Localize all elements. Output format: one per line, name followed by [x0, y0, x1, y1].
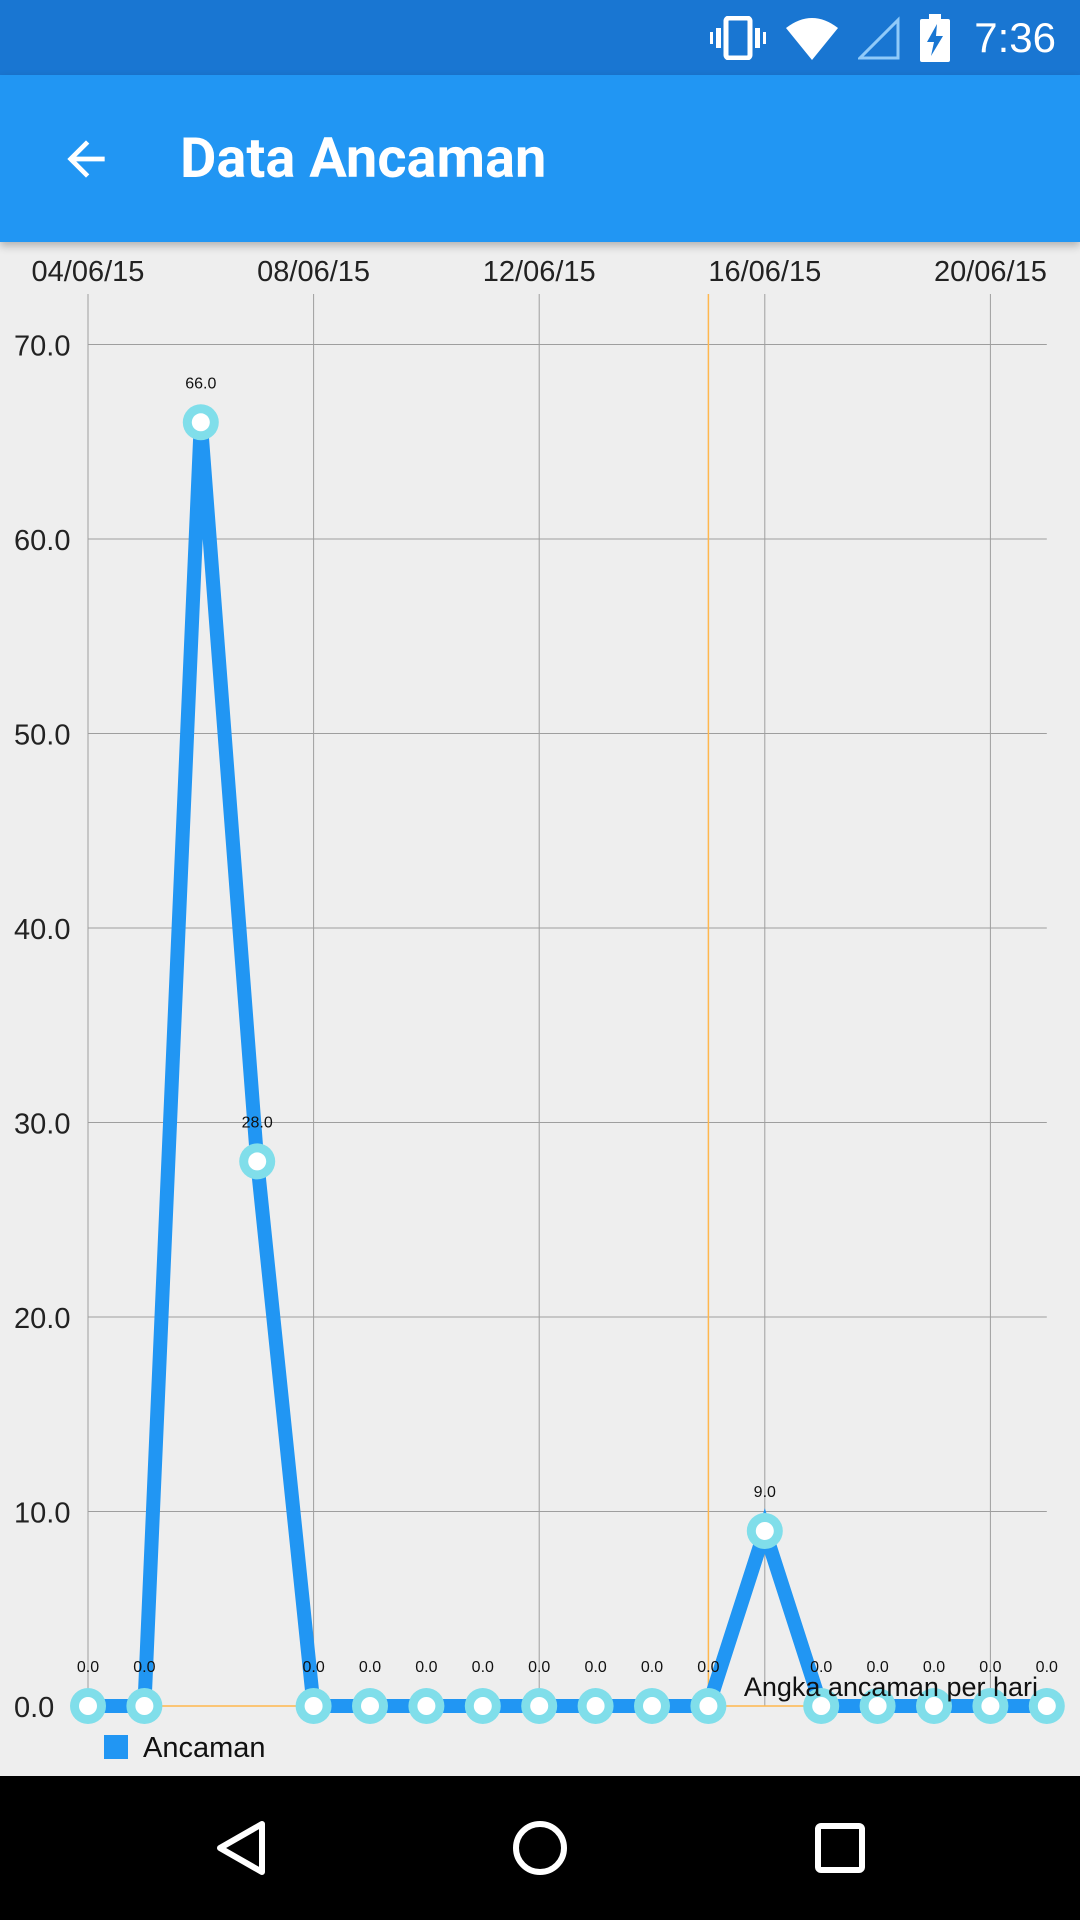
status-bar: 7:36 — [0, 0, 1080, 75]
nav-home-button[interactable] — [490, 1798, 590, 1898]
data-label: 0.0 — [866, 1659, 888, 1676]
vibrate-icon — [710, 15, 767, 60]
chart-description: Angka ancaman per hari — [744, 1672, 1038, 1702]
legend-swatch — [104, 1735, 128, 1759]
data-point-center — [79, 1697, 97, 1715]
x-tick-label: 12/06/15 — [483, 256, 596, 288]
nav-recents-button[interactable] — [790, 1798, 890, 1898]
data-point-center — [473, 1697, 492, 1715]
status-time: 7:36 — [974, 13, 1056, 61]
data-label: 0.0 — [923, 1659, 945, 1676]
nav-back-icon — [217, 1821, 265, 1875]
x-tick-label: 08/06/15 — [257, 256, 370, 288]
y-tick-label: 50.0 — [14, 720, 70, 752]
nav-recents-icon — [815, 1823, 865, 1873]
arrow-back-icon — [67, 140, 105, 178]
data-point-center — [1037, 1697, 1056, 1715]
data-label: 28.0 — [242, 1114, 273, 1131]
line-chart[interactable]: 0.0 10.0 20.0 30.0 40.0 50.0 60.0 70.0 04/06/15 0… — [0, 242, 1080, 1776]
data-point-center — [643, 1697, 661, 1715]
data-point-center — [135, 1697, 154, 1715]
data-point-center — [361, 1697, 379, 1715]
data-label: 0.0 — [302, 1659, 324, 1676]
navigation-bar — [0, 1776, 1080, 1920]
app-bar: Data Ancaman — [0, 75, 1080, 242]
y-tick-label: 70.0 — [14, 331, 70, 363]
data-label: 0.0 — [1036, 1659, 1058, 1676]
data-point-center — [304, 1697, 323, 1715]
data-label: 9.0 — [754, 1484, 776, 1501]
data-label: 0.0 — [697, 1659, 719, 1676]
chart-canvas[interactable]: 0.0 10.0 20.0 30.0 40.0 50.0 60.0 70.0 04/06/15 0… — [0, 242, 1080, 1776]
data-label: 0.0 — [133, 1659, 155, 1676]
data-label: 0.0 — [810, 1659, 832, 1676]
legend-label: Ancaman — [143, 1732, 266, 1764]
data-label: 0.0 — [77, 1659, 99, 1676]
nav-home-icon — [513, 1821, 567, 1875]
data-point-center — [248, 1152, 267, 1171]
data-label: 0.0 — [472, 1659, 494, 1676]
data-point-center — [868, 1697, 887, 1715]
y-tick-label: 10.0 — [14, 1498, 70, 1530]
data-label: 0.0 — [979, 1659, 1001, 1676]
data-point-center — [925, 1697, 943, 1715]
data-point-center — [417, 1697, 436, 1715]
series-line-ancaman — [88, 421, 1047, 1713]
y-tick-label: 30.0 — [14, 1109, 70, 1141]
back-button[interactable] — [42, 115, 130, 203]
x-tick-label: 16/06/15 — [708, 256, 821, 288]
page-title: Data Ancaman — [180, 125, 547, 191]
wifi-icon — [784, 16, 840, 60]
data-label: 0.0 — [359, 1659, 381, 1676]
signal-icon — [858, 15, 902, 60]
data-point-center — [586, 1697, 605, 1715]
data-label: 0.0 — [528, 1659, 550, 1676]
data-point-center — [755, 1521, 774, 1540]
data-label: 0.0 — [584, 1659, 606, 1676]
x-tick-label: 04/06/15 — [32, 256, 145, 288]
data-point-center — [699, 1697, 718, 1715]
battery-charging-icon — [920, 13, 951, 62]
data-point-center — [191, 413, 210, 432]
y-tick-label: 0.0 — [14, 1692, 54, 1724]
y-tick-label: 20.0 — [14, 1303, 70, 1335]
data-point-center — [812, 1697, 831, 1715]
y-tick-label: 60.0 — [14, 525, 70, 557]
x-tick-label: 20/06/15 — [934, 256, 1047, 288]
data-point-center — [981, 1697, 1000, 1715]
data-label: 0.0 — [641, 1659, 663, 1676]
data-label: 0.0 — [415, 1659, 437, 1676]
y-tick-label: 40.0 — [14, 914, 70, 946]
data-point-center — [530, 1697, 549, 1715]
nav-back-button[interactable] — [190, 1798, 290, 1898]
data-label: 66.0 — [185, 375, 216, 392]
